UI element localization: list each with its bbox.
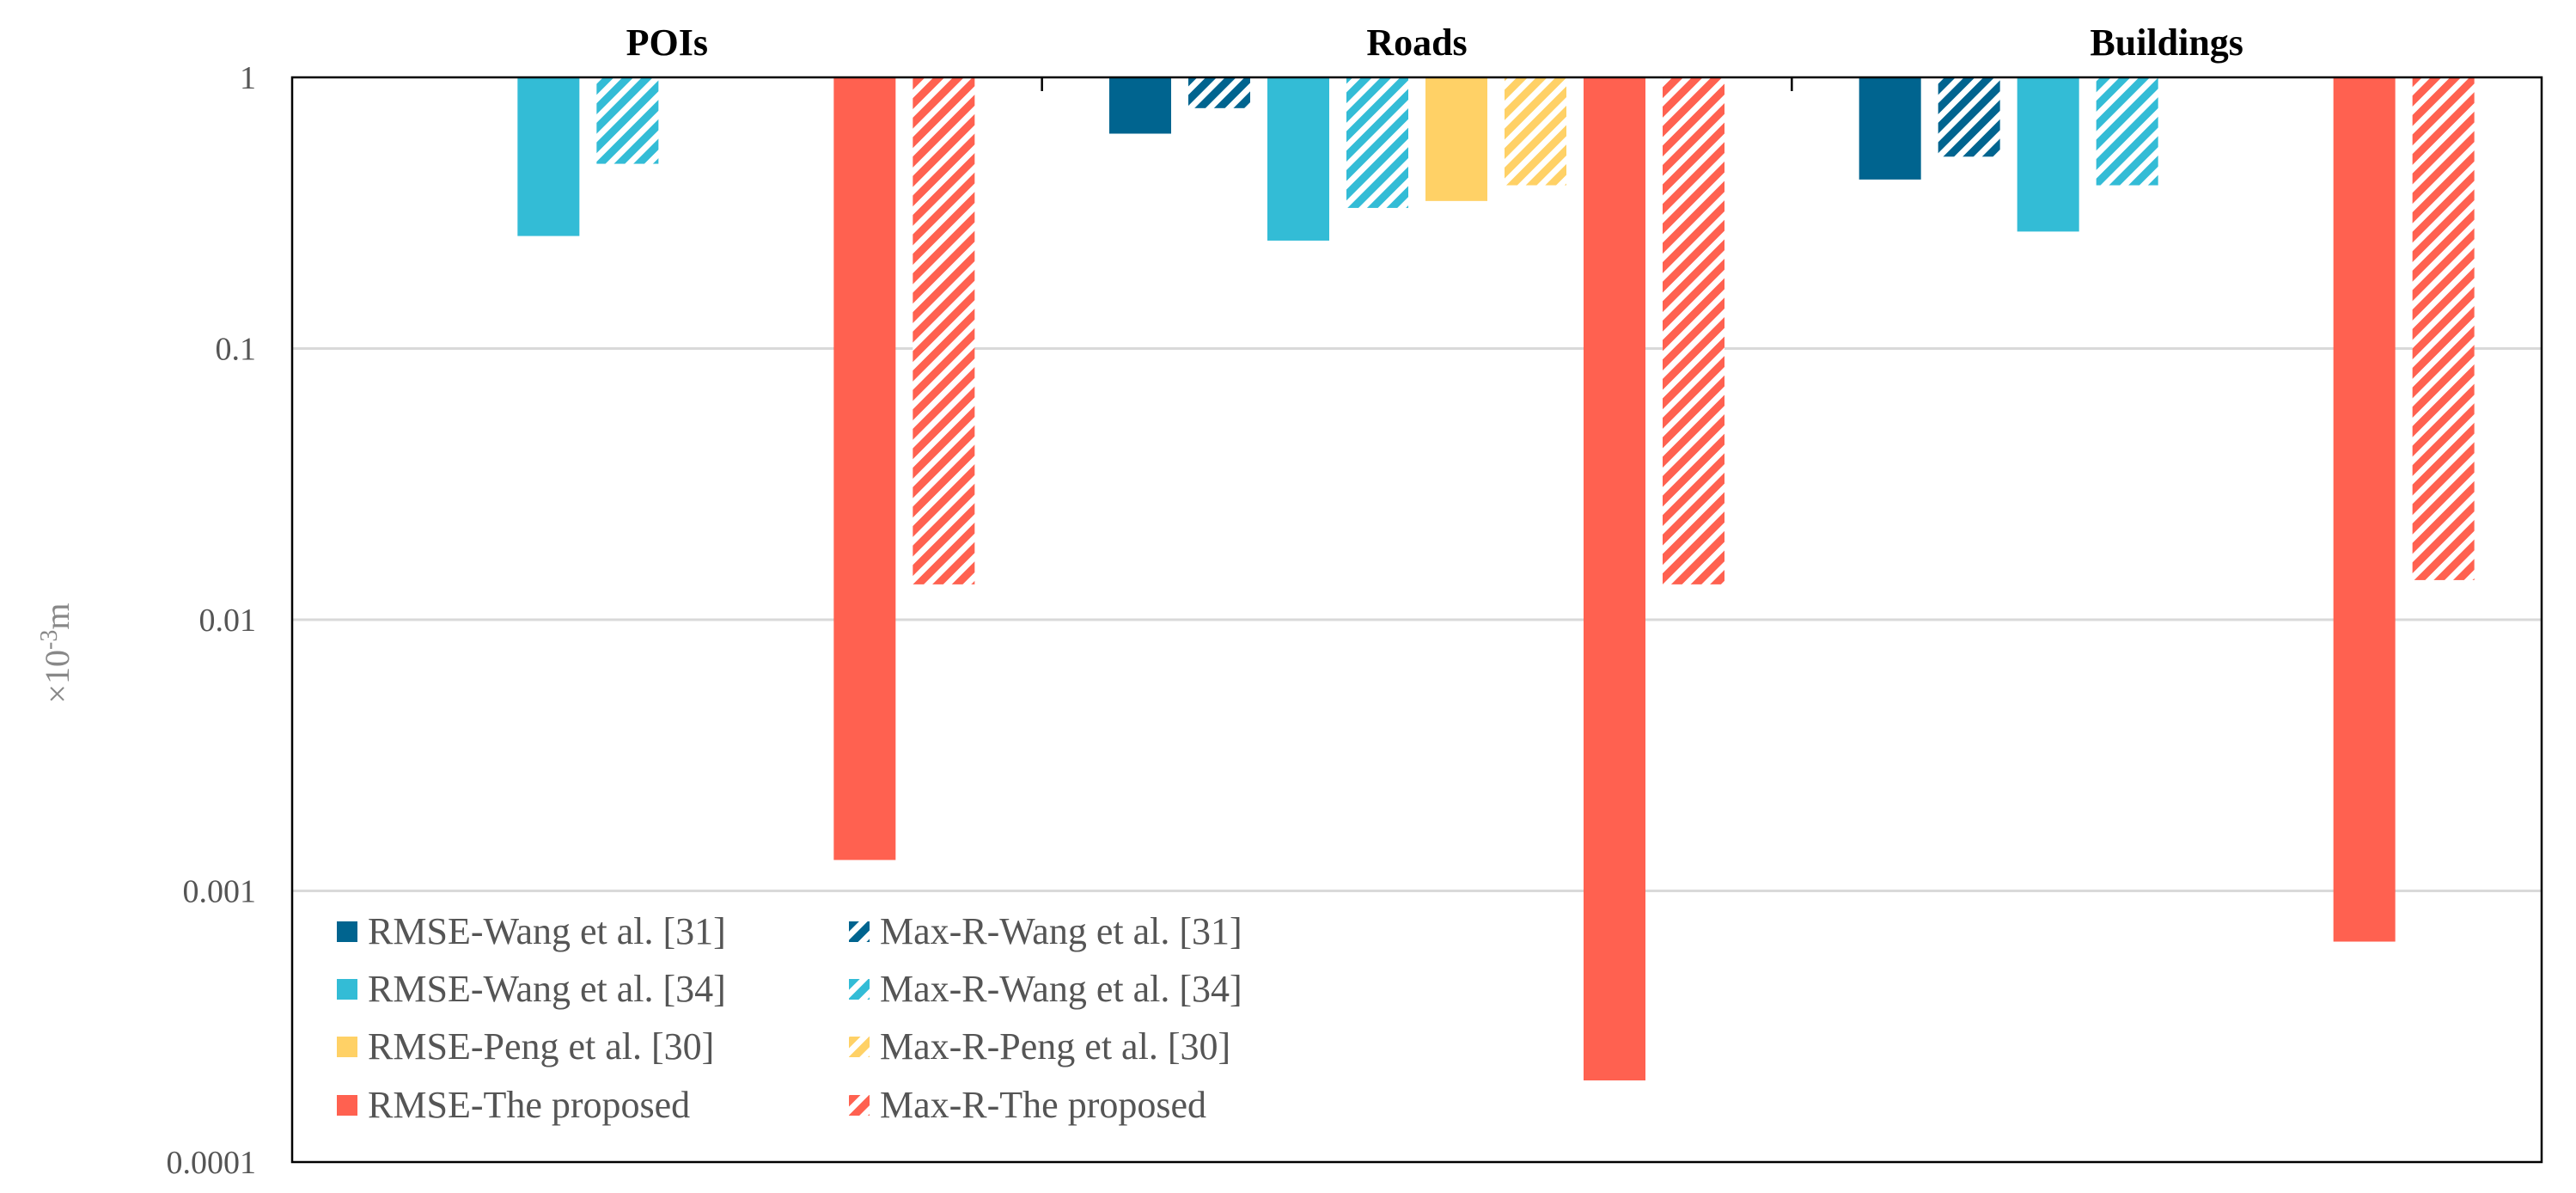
legend: RMSE-Wang et al. [31] Max-R-Wang et al. [… <box>337 910 1242 1126</box>
bar-buildings-maxr-3 <box>2096 78 2158 186</box>
y-axis-label: ×10-3m <box>36 603 76 703</box>
bar-buildings-maxr-7 <box>2412 78 2475 580</box>
bar-buildings-maxr-1 <box>1938 78 2000 157</box>
legend-swatch <box>849 979 870 1000</box>
bar-pois-maxr-7 <box>913 78 975 584</box>
category-label-pois: POIs <box>626 21 708 64</box>
legend-swatch <box>337 1095 357 1116</box>
legend-label: Max-R-Wang et al. [34] <box>880 968 1242 1010</box>
legend-swatch <box>849 1037 870 1057</box>
legend-label: RMSE-The proposed <box>368 1084 690 1126</box>
bar-roads-maxr-3 <box>1346 78 1408 208</box>
legend-item: Max-R-Peng et al. [30] <box>849 1025 1230 1068</box>
legend-swatch <box>337 979 357 1000</box>
bar-roads-rmse-6 <box>1584 78 1645 1081</box>
y-tick-label: 1 <box>240 60 256 96</box>
legend-item: RMSE-Peng et al. [30] <box>337 1025 714 1068</box>
category-label-roads: Roads <box>1366 21 1467 64</box>
bar-roads-rmse-0 <box>1109 78 1171 134</box>
bars <box>517 78 2475 1081</box>
bar-pois-maxr-3 <box>596 78 659 164</box>
legend-label: Max-R-The proposed <box>880 1084 1206 1126</box>
bar-pois-rmse-2 <box>517 78 580 236</box>
y-tick-label: 0.001 <box>183 874 257 910</box>
legend-item: Max-R-The proposed <box>849 1084 1206 1126</box>
legend-swatch <box>849 921 870 942</box>
bar-buildings-rmse-2 <box>2017 78 2079 232</box>
gridlines <box>292 347 2542 892</box>
y-tick-label: 0.01 <box>199 603 257 639</box>
legend-swatch <box>849 1095 870 1116</box>
y-tick-label: 0.0001 <box>167 1145 257 1181</box>
bar-roads-maxr-1 <box>1188 78 1250 108</box>
legend-label: Max-R-Peng et al. [30] <box>880 1025 1230 1068</box>
bar-roads-rmse-2 <box>1267 78 1329 241</box>
legend-label: RMSE-Wang et al. [31] <box>368 910 726 952</box>
legend-item: Max-R-Wang et al. [31] <box>849 910 1242 952</box>
category-label-buildings: Buildings <box>2090 21 2243 64</box>
legend-item: RMSE-Wang et al. [31] <box>337 910 726 952</box>
bar-roads-rmse-4 <box>1425 78 1487 201</box>
y-tick-label: 0.1 <box>216 332 257 368</box>
legend-label: RMSE-Peng et al. [30] <box>368 1025 714 1068</box>
bar-buildings-rmse-6 <box>2333 78 2396 942</box>
legend-label: RMSE-Wang et al. [34] <box>368 968 726 1010</box>
bar-roads-maxr-7 <box>1663 78 1724 584</box>
bar-buildings-rmse-0 <box>1859 78 1921 180</box>
axes <box>290 76 2543 1164</box>
category-labels: POIs Roads Buildings <box>626 21 2243 64</box>
bar-roads-maxr-5 <box>1505 78 1566 186</box>
legend-item: RMSE-Wang et al. [34] <box>337 968 726 1010</box>
bar-pois-rmse-6 <box>833 78 896 860</box>
legend-item: Max-R-Wang et al. [34] <box>849 968 1242 1010</box>
legend-swatch <box>337 1037 357 1057</box>
y-tick-labels: 1 0.1 0.01 0.001 0.0001 <box>167 60 257 1181</box>
legend-item: RMSE-The proposed <box>337 1084 690 1126</box>
legend-label: Max-R-Wang et al. [31] <box>880 910 1242 952</box>
plot-frame <box>290 76 2543 1164</box>
legend-swatch <box>337 921 357 942</box>
